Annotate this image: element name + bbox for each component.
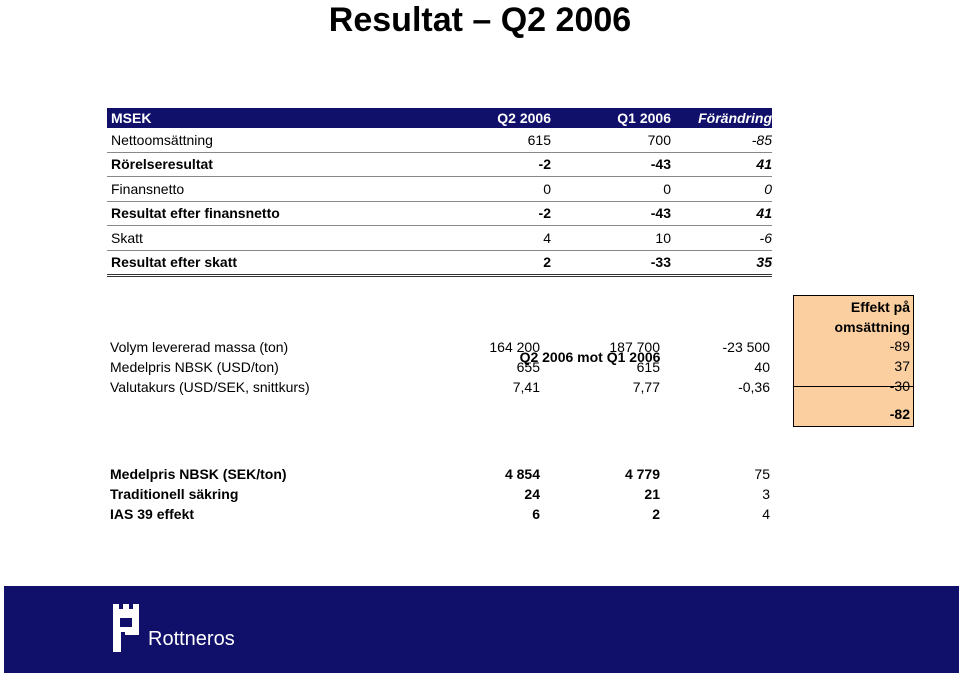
table-row: Medelpris NBSK (USD/ton) 655 615 40 [110,357,770,377]
row-label: Nettoomsättning [111,131,213,148]
page-subtitle: Q2 2006 mot Q1 2006 [519,349,661,365]
row-change: 4 [762,506,770,522]
header-msek: MSEK [111,110,152,126]
row-change: 35 [756,254,772,271]
table-row: Volym levererad massa (ton) 164 200 187 … [110,337,770,357]
row-q2: 7,41 [512,379,540,395]
row-q2: 4 [543,229,551,246]
row-q2: 615 [527,131,551,148]
price-hedging-table: Medelpris NBSK (SEK/ton) 4 854 4 779 75 … [110,464,770,524]
row-q1: 700 [647,131,671,148]
table-row: Skatt 4 10 -6 [107,226,772,251]
row-q2: 24 [524,486,540,502]
effect-header-line1: Effekt på [850,299,910,315]
table-row: Finansnetto 0 0 0 [107,177,772,202]
header-change: Förändring [698,110,772,126]
footer-banner: Rottneros [4,586,959,673]
row-label: Resultat efter skatt [111,254,238,271]
row-q2: -2 [538,205,551,222]
row-label: Valutakurs (USD/SEK, snittkurs) [110,379,310,395]
table-row: Resultat efter skatt 2 -33 35 [107,251,772,277]
row-q1: 0 [663,180,671,197]
row-q2: 0 [543,180,551,197]
volume-price-table: Volym levererad massa (ton) 164 200 187 … [110,337,770,397]
effect-divider [794,386,913,387]
row-q1: 615 [636,359,660,375]
income-table: MSEK Q2 2006 Q1 2006 Förändring Nettooms… [107,108,772,277]
row-q1: 10 [655,229,671,246]
row-q1: 187 700 [609,339,660,355]
row-change: -85 [751,131,772,148]
row-label: Finansnetto [111,180,185,197]
row-change: 40 [754,359,770,375]
table-row: Medelpris NBSK (SEK/ton) 4 854 4 779 75 [110,464,770,484]
effect-on-sales-box: Effekt på omsättning -89 37 -30 -82 [793,295,914,427]
row-change: 75 [754,466,770,482]
rottneros-logo-icon [113,604,139,652]
row-change: 41 [756,156,772,173]
header-q1: Q1 2006 [617,110,671,126]
row-label: Rörelseresultat [111,156,213,173]
row-q2: 6 [532,506,540,522]
effect-value: 37 [894,358,910,374]
effect-total: -82 [889,406,910,422]
row-label: IAS 39 effekt [110,506,195,522]
row-change: -0,36 [738,379,770,395]
row-q2: 4 854 [504,466,540,482]
row-label: Medelpris NBSK (USD/ton) [110,359,279,375]
row-label: Skatt [111,229,143,246]
row-label: Medelpris NBSK (SEK/ton) [110,466,287,482]
row-label: Resultat efter finansnetto [111,205,280,222]
effect-header-line2: omsättning [834,319,910,335]
row-q2: 164 200 [489,339,540,355]
row-q1: 2 [652,506,660,522]
row-q1: -43 [650,156,671,173]
row-q1: 21 [644,486,660,502]
row-label: Volym levererad massa (ton) [110,339,289,355]
row-change: 0 [764,180,772,197]
effect-value: -89 [889,338,910,354]
row-change: 3 [762,486,770,502]
row-q1: 7,77 [632,379,660,395]
row-q2: 2 [543,254,551,271]
table-row: Resultat efter finansnetto -2 -43 41 [107,202,772,226]
row-q1: -33 [650,254,671,271]
row-change: -23 500 [722,339,770,355]
table-row: Valutakurs (USD/SEK, snittkurs) 7,41 7,7… [110,377,770,397]
table-row: Traditionell säkring 24 21 3 [110,484,770,504]
row-q2: 655 [516,359,540,375]
table-row: Rörelseresultat -2 -43 41 [107,153,772,177]
effect-header: Effekt på omsättning [835,297,910,337]
table-row: Nettoomsättning 615 700 -85 [107,128,772,153]
page-title: Resultat – Q2 2006 [328,1,632,39]
row-label: Traditionell säkring [110,486,239,502]
row-change: 41 [756,205,772,222]
row-change: -6 [759,229,772,246]
income-table-header: MSEK Q2 2006 Q1 2006 Förändring [107,108,772,128]
row-q1: -43 [650,205,671,222]
row-q2: -2 [538,156,551,173]
header-q2: Q2 2006 [497,110,551,126]
brand-name: Rottneros [148,628,235,650]
row-q1: 4 779 [624,466,660,482]
table-row: IAS 39 effekt 6 2 4 [110,504,770,524]
